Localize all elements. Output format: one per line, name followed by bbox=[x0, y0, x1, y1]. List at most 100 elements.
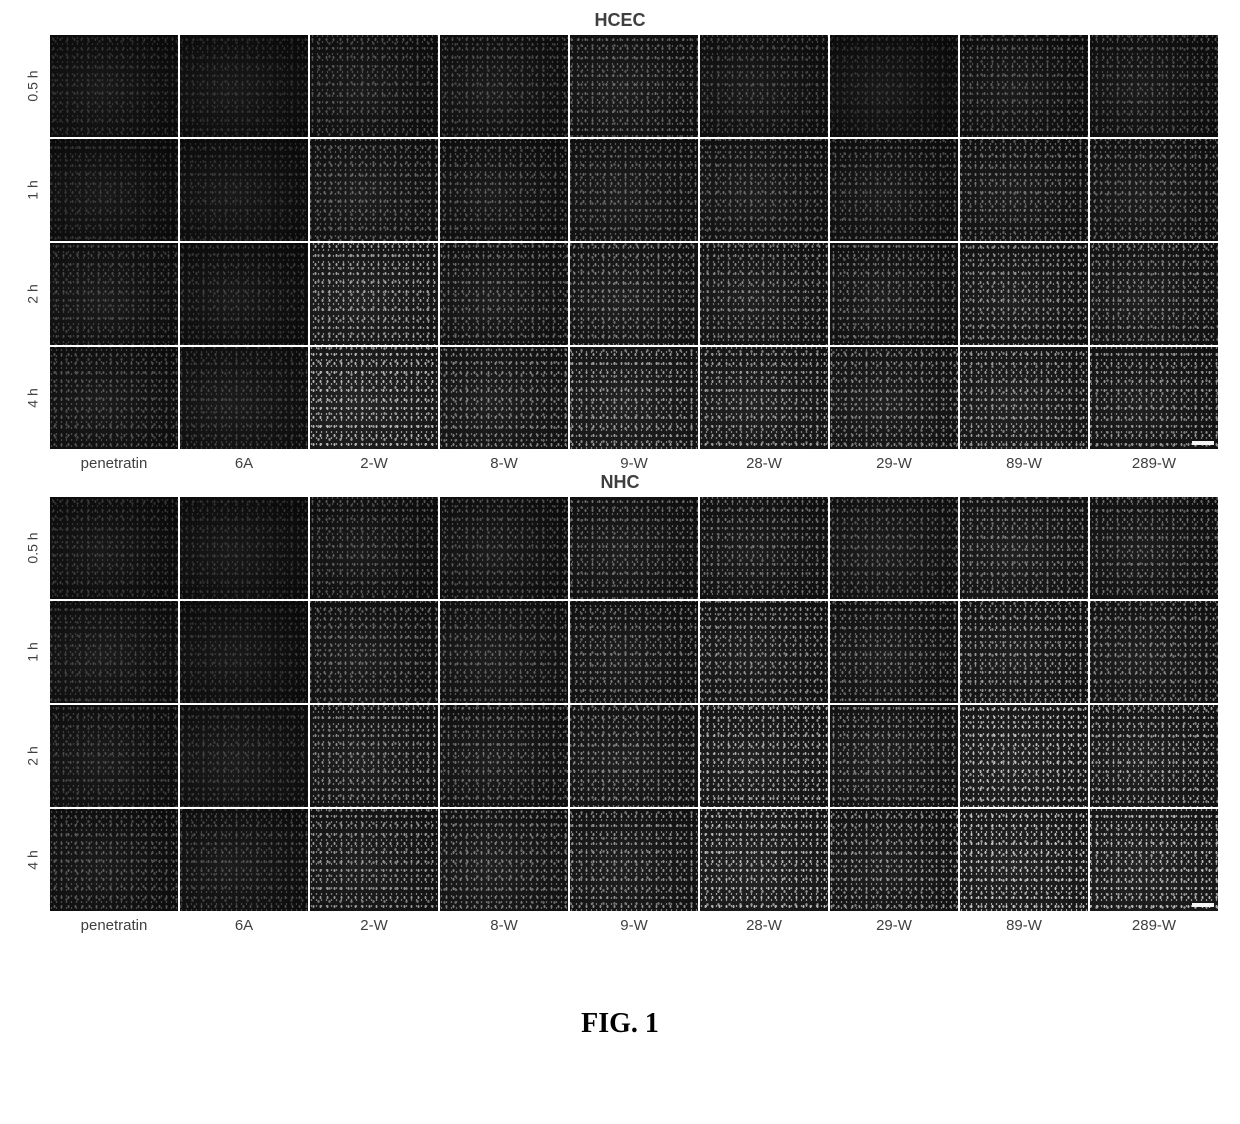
micrograph-cell bbox=[960, 809, 1088, 911]
micrograph-cell bbox=[1090, 347, 1218, 449]
micrograph-cell bbox=[180, 601, 308, 703]
cell-noise bbox=[440, 35, 568, 137]
micrograph-cell bbox=[310, 705, 438, 807]
panel-body: 0.5 h 1 h2 h 4 h penetratin6A2-W8-W9-W28-W2… bbox=[22, 497, 1218, 934]
micrograph-cell bbox=[1090, 243, 1218, 345]
micrograph-cell bbox=[830, 35, 958, 137]
column-label: 289-W bbox=[1090, 917, 1218, 934]
cell-noise bbox=[700, 809, 828, 911]
row-label-text: 1 h bbox=[25, 180, 41, 199]
micrograph-cell bbox=[1090, 497, 1218, 599]
cell-noise bbox=[1090, 497, 1218, 599]
micrograph-cell bbox=[1090, 809, 1218, 911]
cell-noise bbox=[440, 243, 568, 345]
cell-noise bbox=[1090, 139, 1218, 241]
cell-noise bbox=[960, 139, 1088, 241]
micrograph-cell bbox=[310, 243, 438, 345]
micrograph-cell bbox=[1090, 139, 1218, 241]
micrograph-cell bbox=[700, 243, 828, 345]
cell-noise bbox=[960, 497, 1088, 599]
micrograph-cell bbox=[700, 809, 828, 911]
micrograph-cell bbox=[310, 601, 438, 703]
cell-noise bbox=[700, 243, 828, 345]
column-label: 29-W bbox=[830, 455, 958, 472]
micrograph-cell bbox=[180, 243, 308, 345]
micrograph-cell bbox=[440, 809, 568, 911]
micrograph-cell bbox=[1090, 705, 1218, 807]
micrograph-cell bbox=[830, 601, 958, 703]
cell-noise bbox=[830, 139, 958, 241]
column-label: 28-W bbox=[700, 455, 828, 472]
cell-noise bbox=[50, 705, 178, 807]
column-label: 29-W bbox=[830, 917, 958, 934]
cell-noise bbox=[50, 497, 178, 599]
micrograph-cell bbox=[50, 35, 178, 137]
cell-noise bbox=[570, 601, 698, 703]
cell-noise bbox=[700, 347, 828, 449]
micrograph-cell bbox=[440, 35, 568, 137]
cell-noise bbox=[960, 705, 1088, 807]
cell-noise bbox=[1090, 243, 1218, 345]
column-label: 6A bbox=[180, 917, 308, 934]
panel-body: 0.5 h 1 h 2 h 4 h penetratin6A2-W8-W9-W28-W2… bbox=[22, 35, 1218, 472]
cell-noise bbox=[180, 139, 308, 241]
row-label-text: 0.5 h bbox=[25, 532, 41, 563]
cell-noise bbox=[310, 347, 438, 449]
micrograph-cell bbox=[960, 139, 1088, 241]
row-label-text: 4 h bbox=[25, 388, 41, 407]
cell-noise bbox=[1090, 347, 1218, 449]
micrograph-cell bbox=[310, 35, 438, 137]
micrograph-cell bbox=[50, 139, 178, 241]
cell-noise bbox=[570, 139, 698, 241]
cell-noise bbox=[180, 809, 308, 911]
cell-noise bbox=[830, 809, 958, 911]
cell-noise bbox=[310, 705, 438, 807]
micrograph-cell bbox=[50, 497, 178, 599]
row-label: 0.5 h bbox=[22, 35, 44, 137]
cell-noise bbox=[1090, 35, 1218, 137]
cell-noise bbox=[310, 497, 438, 599]
column-label: 289-W bbox=[1090, 455, 1218, 472]
micrograph-cell bbox=[960, 243, 1088, 345]
cell-noise bbox=[960, 347, 1088, 449]
micrograph-cell bbox=[180, 35, 308, 137]
cell-noise bbox=[180, 35, 308, 137]
row-label: 1 h bbox=[22, 601, 44, 703]
row-label: 4 h bbox=[22, 347, 44, 449]
micrograph-cell bbox=[50, 347, 178, 449]
micrograph-cell bbox=[180, 809, 308, 911]
panel-title: HCEC bbox=[594, 10, 645, 31]
micrograph-cell bbox=[440, 347, 568, 449]
panel-title: NHC bbox=[601, 472, 640, 493]
row-label: 0.5 h bbox=[22, 497, 44, 599]
micrograph-cell bbox=[310, 809, 438, 911]
grid-and-col-labels: penetratin6A2-W8-W9-W28-W29-W89-W289-W bbox=[50, 35, 1218, 472]
row-label: 2 h bbox=[22, 705, 44, 807]
cell-noise bbox=[440, 705, 568, 807]
cell-noise bbox=[50, 243, 178, 345]
cell-noise bbox=[310, 601, 438, 703]
micrograph-cell bbox=[700, 35, 828, 137]
cell-noise bbox=[310, 35, 438, 137]
micrograph-cell bbox=[830, 809, 958, 911]
cell-noise bbox=[50, 139, 178, 241]
cell-noise bbox=[570, 347, 698, 449]
cell-noise bbox=[570, 243, 698, 345]
micrograph-cell bbox=[830, 139, 958, 241]
micrograph-cell bbox=[700, 139, 828, 241]
micrograph-cell bbox=[570, 243, 698, 345]
row-label-text: 4 h bbox=[25, 850, 41, 869]
column-label: 2-W bbox=[310, 917, 438, 934]
grid-and-col-labels: penetratin6A2-W8-W9-W28-W29-W89-W289-W bbox=[50, 497, 1218, 934]
column-labels: penetratin6A2-W8-W9-W28-W29-W89-W289-W bbox=[50, 917, 1218, 934]
micrograph-cell bbox=[700, 601, 828, 703]
cell-noise bbox=[700, 705, 828, 807]
micrograph-cell bbox=[830, 497, 958, 599]
cell-noise bbox=[700, 139, 828, 241]
cell-noise bbox=[960, 809, 1088, 911]
column-label: 89-W bbox=[960, 917, 1088, 934]
row-label: 2 h bbox=[22, 243, 44, 345]
micrograph-cell bbox=[570, 705, 698, 807]
micrograph-cell bbox=[960, 705, 1088, 807]
micrograph-cell bbox=[700, 347, 828, 449]
